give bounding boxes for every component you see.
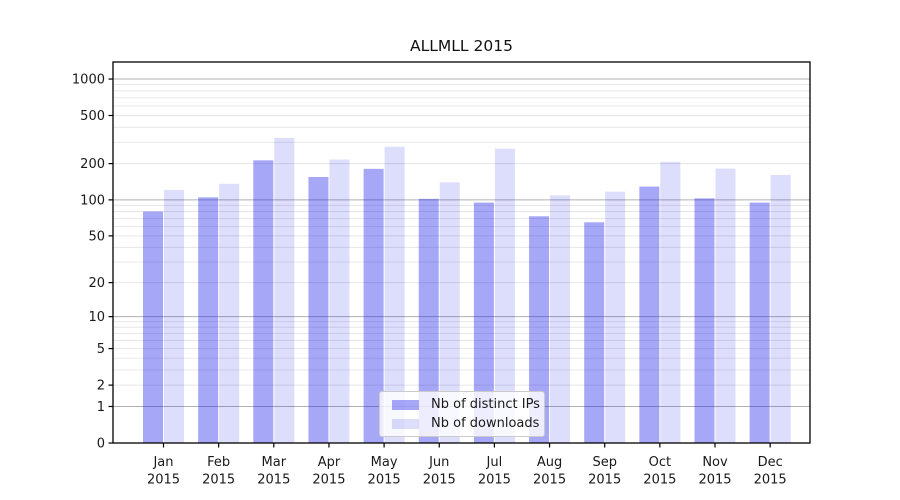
y-tick-label-5: 5 [97,342,105,357]
x-tick-label-jan: Jan [152,455,173,470]
x-tick-label-sep-year: 2015 [588,473,621,488]
bar-jan-downloads [164,189,184,443]
x-tick-label-may: May [371,455,398,470]
bar-aug-downloads [550,195,571,443]
x-tick-label-feb-year: 2015 [202,473,235,488]
bar-nov-distinct-ips [694,198,715,443]
x-tick-label-mar: Mar [262,455,287,470]
y-tick-label-2: 2 [97,379,105,394]
bar-jan-distinct-ips [143,211,163,443]
bar-jun-distinct-ips [418,198,439,443]
x-tick-label-apr: Apr [318,455,341,470]
y-tick-label-10: 10 [88,310,105,325]
bar-jul-downloads [494,148,515,443]
plot-border [112,61,811,444]
y-tick-label-1000: 1000 [72,73,105,88]
bar-mar-downloads [274,137,295,443]
bar-apr-downloads [329,159,350,443]
bar-dec-distinct-ips [749,202,770,443]
chart-title: ALLMLL 2015 [410,37,513,55]
y-tick-label-500: 500 [80,109,105,124]
x-tick-label-feb: Feb [207,455,230,470]
x-tick-label-jan-year: 2015 [147,473,180,488]
bar-jul-distinct-ips [473,202,494,443]
bar-aug-distinct-ips [529,216,550,443]
x-tick-label-oct: Oct [649,455,671,470]
y-tick-label-100: 100 [80,193,105,208]
x-tick-label-jul: Jul [486,455,503,470]
legend-row-distinct-ips: Nb of distinct IPs [388,397,540,412]
legend-label-distinct-ips: Nb of distinct IPs [431,397,540,412]
x-tick-label-nov: Nov [702,455,728,470]
x-tick-label-sep: Sep [592,455,617,470]
x-tick-label-apr-year: 2015 [312,473,345,488]
x-tick-label-jun-year: 2015 [423,473,456,488]
bar-feb-downloads [219,183,240,443]
x-tick-label-dec: Dec [758,455,783,470]
legend-swatch-distinct-ips [392,399,419,410]
legend-row-downloads: Nb of downloads [388,416,540,431]
bar-feb-distinct-ips [198,197,219,443]
bar-jun-downloads [439,182,460,443]
x-tick-label-mar-year: 2015 [257,473,290,488]
bar-sep-distinct-ips [584,222,605,443]
x-tick-label-jul-year: 2015 [478,473,511,488]
x-tick-label-nov-year: 2015 [698,473,731,488]
x-tick-label-aug-year: 2015 [533,473,566,488]
bar-apr-distinct-ips [308,176,329,443]
legend-swatch-downloads [392,418,419,429]
x-tick-label-dec-year: 2015 [754,473,787,488]
x-tick-label-aug: Aug [537,455,562,470]
x-tick-label-oct-year: 2015 [643,473,676,488]
legend-label-downloads: Nb of downloads [431,416,540,431]
bar-may-downloads [384,146,405,443]
y-tick-label-20: 20 [88,276,105,291]
y-tick-label-1: 1 [97,400,105,415]
y-tick-label-50: 50 [88,229,105,244]
bar-dec-downloads [770,174,791,443]
y-tick-label-200: 200 [80,157,105,172]
x-tick-label-may-year: 2015 [368,473,401,488]
bar-nov-downloads [715,168,736,443]
bar-mar-distinct-ips [253,160,274,444]
bar-oct-distinct-ips [639,186,660,443]
bar-may-distinct-ips [363,168,384,444]
bar-sep-downloads [605,191,626,443]
x-tick-label-jun: Jun [428,455,449,470]
bar-oct-downloads [660,161,681,444]
legend: Nb of distinct IPs Nb of downloads [379,391,545,437]
y-tick-label-0: 0 [97,437,105,452]
